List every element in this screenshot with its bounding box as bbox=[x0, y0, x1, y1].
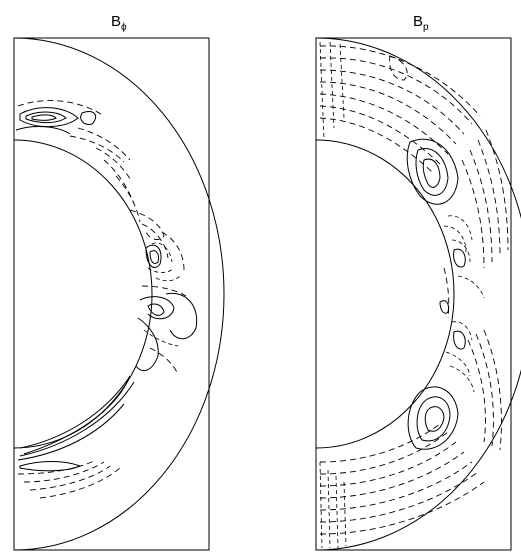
panel-b-phi-contours bbox=[15, 100, 198, 499]
panel-b-p-inner-boundary bbox=[315, 139, 455, 449]
panel-b-phi-frame bbox=[13, 37, 210, 551]
panel-b-p-contours bbox=[319, 41, 509, 549]
panel-b-p-outer-boundary bbox=[315, 37, 521, 551]
panel-b-p: Bp bbox=[315, 13, 521, 551]
panel-b-phi-outer-boundary bbox=[13, 37, 225, 551]
panel-b-phi-title: Bϕ bbox=[111, 13, 127, 33]
panel-b-phi-inner-boundary bbox=[13, 139, 153, 449]
panel-b-p-frame bbox=[315, 37, 512, 551]
panel-b-p-title: Bp bbox=[413, 13, 429, 33]
panel-b-phi: Bϕ bbox=[13, 13, 225, 551]
